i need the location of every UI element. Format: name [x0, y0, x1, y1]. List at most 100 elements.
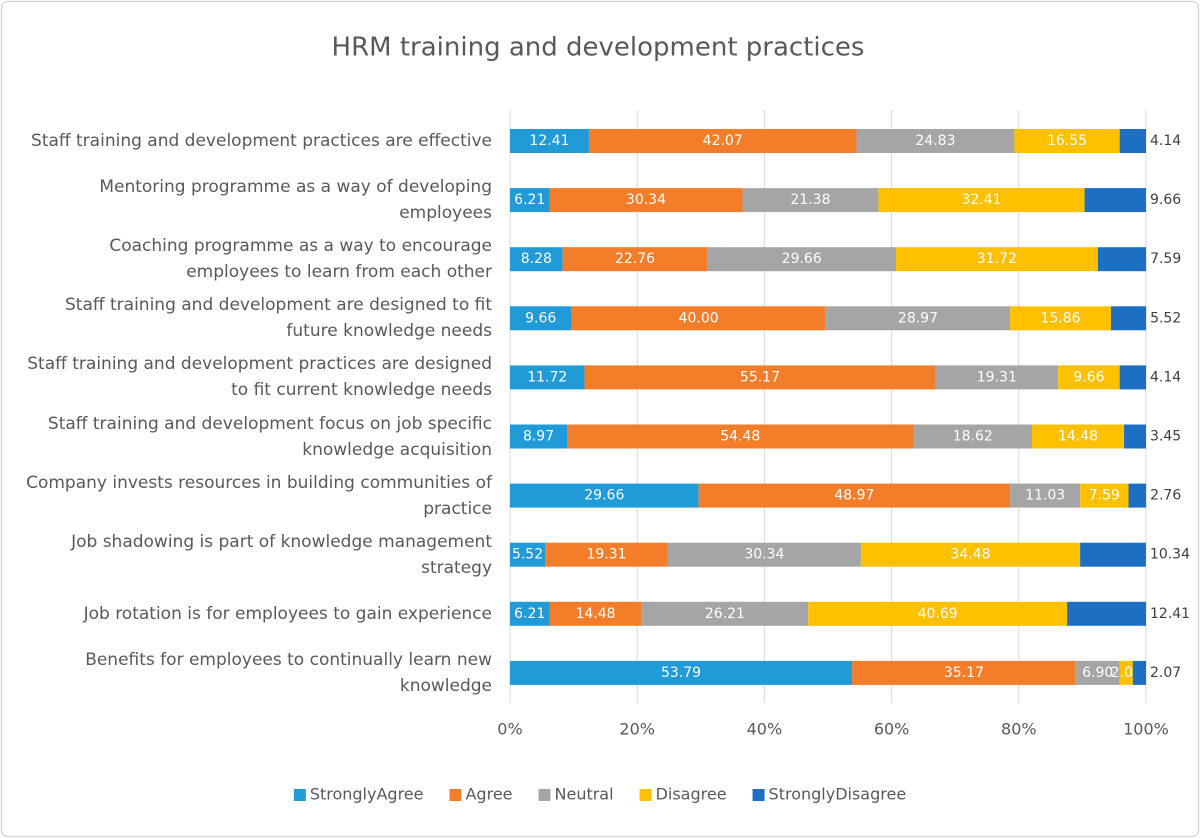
data-label: 12.41: [529, 133, 569, 149]
legend-label: StronglyDisagree: [769, 785, 907, 804]
data-label: 15.86: [1040, 310, 1080, 326]
bar-segment: [510, 601, 550, 626]
bar-segment: [935, 365, 1059, 390]
bar-segment: [510, 660, 853, 685]
bar-segment: [1110, 306, 1147, 331]
bar-segment: [698, 483, 1011, 508]
category-label: Job rotation is for employees to gain ex…: [83, 603, 492, 624]
bar-segment: [742, 188, 879, 213]
bar-segment: [1075, 660, 1120, 685]
legend-swatch: [538, 789, 551, 801]
data-label: 55.17: [740, 369, 780, 385]
legend-label: Neutral: [555, 785, 614, 804]
bar-segment: [1010, 306, 1111, 331]
bar-segment: [667, 542, 861, 567]
category-label: Staff training and development practices…: [27, 354, 492, 401]
data-label: 29.66: [584, 488, 624, 504]
bar-segment: [1084, 188, 1146, 213]
data-label: 3.45: [1150, 429, 1181, 445]
bar-segment: [1031, 424, 1125, 449]
data-label: 7.59: [1150, 251, 1181, 267]
data-label: 5.52: [1150, 310, 1181, 326]
bar-segment: [852, 660, 1076, 685]
data-label: 24.83: [915, 133, 955, 149]
legend-label: Agree: [465, 785, 512, 804]
category-label: Mentoring programme as a way of developi…: [99, 177, 492, 224]
legend-swatch: [293, 789, 306, 801]
category-label: Staff training and development practices…: [31, 131, 492, 151]
x-tick-label: 60%: [874, 720, 910, 739]
bar-segment: [510, 306, 572, 331]
bar-segment: [1097, 247, 1147, 272]
data-label: 9.66: [1150, 192, 1181, 208]
data-label: 31.72: [977, 251, 1017, 267]
data-label: 16.55: [1047, 133, 1087, 149]
bar-segment: [1014, 129, 1120, 153]
data-label: 19.31: [977, 369, 1017, 385]
category-label: Benefits for employees to continually le…: [85, 649, 492, 696]
bar-segment: [510, 247, 563, 272]
bar-segment: [549, 601, 642, 626]
data-label: 11.03: [1025, 488, 1065, 504]
bar-segment: [808, 601, 1068, 626]
bar-segment: [1080, 542, 1146, 567]
legend-label: Disagree: [656, 785, 727, 804]
data-label: 40.00: [679, 310, 719, 326]
data-label: 7.59: [1089, 488, 1120, 504]
bar-segment: [896, 247, 1098, 272]
category-label: Staff training and development are desig…: [65, 295, 492, 342]
legend-swatch: [639, 789, 652, 801]
bar-segment: [1080, 483, 1129, 508]
bar-segment: [510, 129, 589, 153]
data-label: 9.66: [525, 310, 556, 326]
bar-segment: [567, 424, 914, 449]
legend-swatch: [752, 789, 765, 801]
data-label: 22.76: [615, 251, 655, 267]
x-tick-label: 0%: [497, 720, 522, 739]
data-label: 6.21: [514, 606, 545, 622]
data-label: 21.38: [790, 192, 830, 208]
data-label: 30.34: [744, 547, 784, 563]
data-label: 19.31: [586, 547, 626, 563]
bar-segment: [1010, 483, 1081, 508]
data-label: 28.97: [898, 310, 938, 326]
x-tick-label: 100%: [1123, 720, 1169, 739]
x-tick-label: 20%: [619, 720, 655, 739]
category-label: Staff training and development focus on …: [47, 413, 492, 460]
data-label: 10.34: [1150, 547, 1190, 563]
data-label: 53.79: [661, 665, 701, 681]
bar-segment: [878, 188, 1085, 213]
data-label: 32.41: [961, 192, 1001, 208]
legend-swatch: [449, 789, 462, 801]
data-label: 4.14: [1150, 369, 1181, 385]
bar-segment: [510, 365, 585, 390]
bar-segment: [856, 129, 1015, 153]
bar-segment: [913, 424, 1032, 449]
bar-segment: [510, 542, 546, 567]
bar-segment: [1119, 660, 1133, 685]
data-label: 34.48: [950, 547, 990, 563]
data-label: 11.72: [527, 369, 567, 385]
bar-segment: [584, 365, 936, 390]
bar-segment: [1119, 129, 1146, 153]
bar-segment: [588, 129, 857, 153]
bar-segment: [562, 247, 708, 272]
data-label: 4.14: [1150, 133, 1181, 149]
data-label: 42.07: [703, 133, 743, 149]
data-label: 18.62: [953, 429, 993, 445]
data-label: 14.48: [1058, 429, 1098, 445]
category-label: Company invests resources in building co…: [26, 472, 492, 519]
bar-segment: [825, 306, 1011, 331]
data-label: 30.34: [626, 192, 666, 208]
bar-segment: [1124, 424, 1146, 449]
data-label: 5.52: [512, 547, 543, 563]
data-label: 8.28: [521, 251, 552, 267]
data-label: 2.76: [1150, 488, 1181, 504]
bar-segment: [860, 542, 1081, 567]
data-label: 6.21: [514, 192, 545, 208]
data-label: 54.48: [720, 429, 760, 445]
bar-segment: [1067, 601, 1146, 626]
x-tick-label: 40%: [747, 720, 783, 739]
